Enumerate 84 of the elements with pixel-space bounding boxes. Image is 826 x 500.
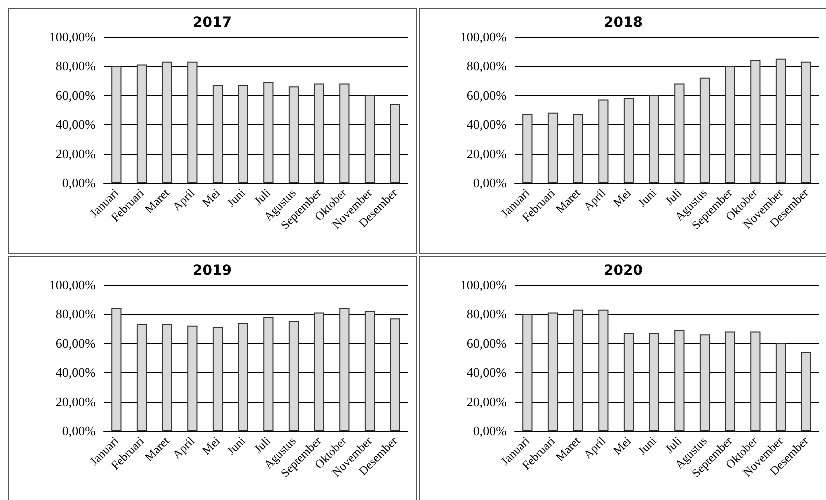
bar xyxy=(112,66,122,183)
bar xyxy=(750,60,761,183)
bar xyxy=(776,343,786,431)
bar xyxy=(624,98,634,183)
bar xyxy=(725,332,736,431)
x-tick-label: Mei xyxy=(610,186,634,210)
y-tick-label: 60,00% xyxy=(56,88,96,103)
bar xyxy=(364,95,376,183)
bar xyxy=(801,62,812,183)
bar xyxy=(573,310,584,431)
y-tick-label: 40,00% xyxy=(466,365,508,380)
bar xyxy=(340,84,350,183)
y-tick-label: 20,00% xyxy=(466,394,508,410)
bar xyxy=(649,333,660,431)
y-tick-label: 60,00% xyxy=(56,336,96,351)
y-tick-label: 20,00% xyxy=(56,146,96,162)
bar xyxy=(136,64,148,183)
bar xyxy=(522,114,533,183)
bar xyxy=(264,317,274,431)
bar xyxy=(776,58,786,183)
y-tick-label: 0,00% xyxy=(62,176,96,190)
x-tick-label: Juni xyxy=(224,186,249,210)
y-tick-label: 100,00% xyxy=(49,30,96,44)
x-tick-label: Juni xyxy=(224,434,249,458)
bar xyxy=(314,84,324,183)
bar xyxy=(674,84,685,183)
y-tick-label: 80,00% xyxy=(466,306,508,322)
y-tick-label: 20,00% xyxy=(466,146,508,162)
chart-title: 2020 xyxy=(604,263,644,279)
bar xyxy=(801,352,812,431)
chart-title: 2017 xyxy=(193,15,232,31)
y-tick-label: 80,00% xyxy=(56,58,96,74)
bar xyxy=(624,333,634,431)
bar xyxy=(112,308,122,431)
bar xyxy=(212,327,224,431)
y-tick-label: 0,00% xyxy=(473,176,508,190)
y-tick-label: 100,00% xyxy=(49,278,96,292)
y-tick-label: 80,00% xyxy=(56,306,96,322)
bar xyxy=(548,312,558,431)
bar xyxy=(162,62,172,183)
bar xyxy=(364,311,376,431)
bar xyxy=(598,310,609,431)
y-tick-label: 60,00% xyxy=(466,88,508,103)
x-tick-label: Mei xyxy=(199,186,224,210)
bar xyxy=(162,324,172,431)
bar xyxy=(288,322,300,431)
bar xyxy=(212,85,224,183)
bar xyxy=(188,62,198,183)
bar xyxy=(674,330,685,431)
bar xyxy=(238,322,248,431)
bar xyxy=(649,95,660,183)
bar xyxy=(238,85,248,183)
bar xyxy=(598,100,609,183)
y-tick-label: 0,00% xyxy=(473,424,508,438)
y-tick-label: 100,00% xyxy=(460,278,508,292)
y-tick-label: 100,00% xyxy=(460,30,508,44)
bar xyxy=(700,78,710,183)
bar xyxy=(288,86,300,183)
x-tick-label: Juni xyxy=(635,186,660,210)
bar xyxy=(522,314,533,431)
bar xyxy=(548,112,558,183)
bar xyxy=(573,114,584,183)
bar xyxy=(188,326,198,431)
bar xyxy=(136,324,148,431)
x-tick-label: Juni xyxy=(635,434,660,458)
bar xyxy=(340,308,350,431)
y-tick-label: 40,00% xyxy=(56,365,96,380)
bar xyxy=(700,334,710,431)
bar xyxy=(314,312,324,431)
chart-title: 2018 xyxy=(604,15,643,31)
bar xyxy=(725,66,736,183)
y-tick-label: 20,00% xyxy=(56,394,96,410)
bar xyxy=(750,332,761,431)
bar xyxy=(264,82,274,183)
y-tick-label: 80,00% xyxy=(466,58,508,74)
y-tick-label: 40,00% xyxy=(56,117,96,132)
y-tick-label: 40,00% xyxy=(466,117,508,132)
bar xyxy=(390,318,400,431)
x-tick-label: Mei xyxy=(199,434,224,458)
bar xyxy=(390,104,400,183)
y-tick-label: 60,00% xyxy=(466,336,508,351)
y-tick-label: 0,00% xyxy=(62,424,96,438)
x-tick-label: Mei xyxy=(610,434,634,458)
chart-title: 2019 xyxy=(193,263,232,279)
